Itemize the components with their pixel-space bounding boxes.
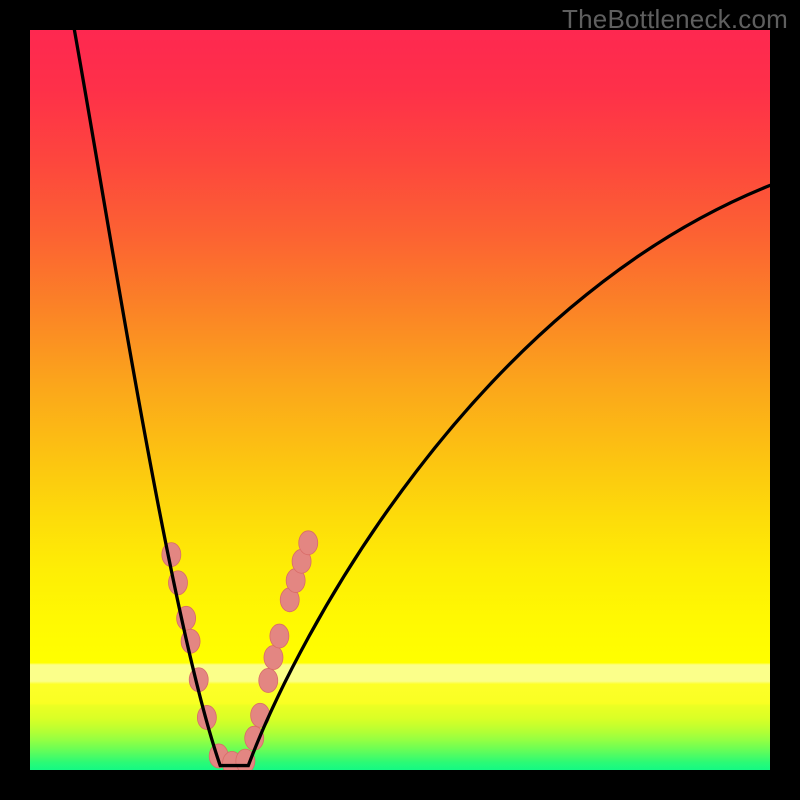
plot-area <box>30 30 770 770</box>
chart-frame: TheBottleneck.com <box>0 0 800 800</box>
bottleneck-curve <box>74 30 770 766</box>
curve-layer <box>30 30 770 770</box>
data-markers <box>162 531 318 770</box>
data-marker <box>299 531 318 555</box>
data-marker <box>264 646 283 670</box>
data-marker <box>259 668 278 692</box>
data-marker <box>270 624 289 648</box>
watermark-text: TheBottleneck.com <box>562 4 788 35</box>
